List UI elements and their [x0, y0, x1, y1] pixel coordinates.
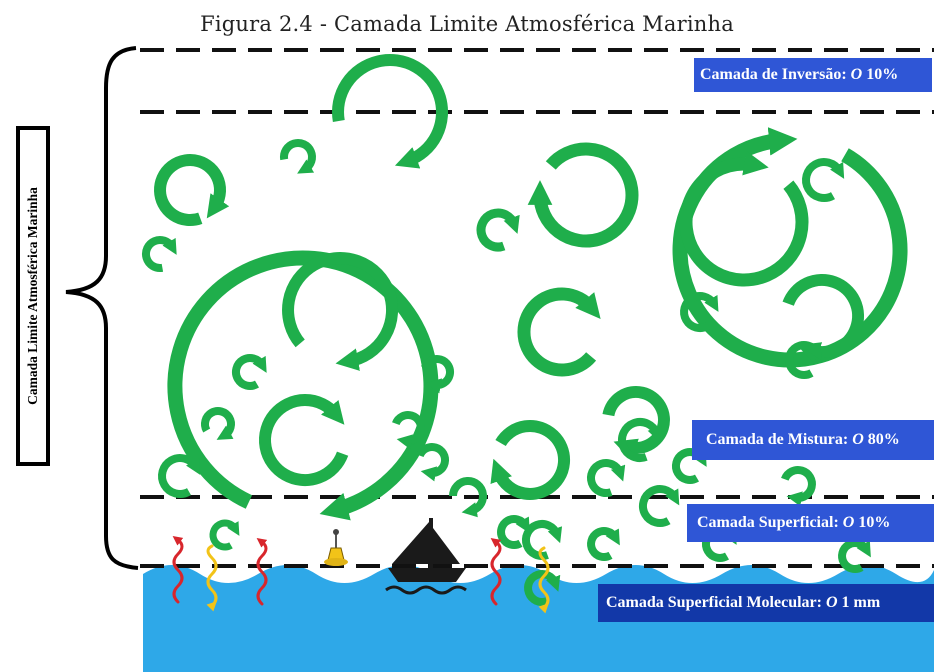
turbulent-eddy-icon [679, 151, 809, 287]
turbulent-eddy-icon [209, 519, 240, 551]
boundary-layer-brace [65, 46, 139, 570]
heat-flux-arrow-icon [206, 544, 218, 612]
mixing-layer-value: 80% [867, 431, 900, 448]
turbulent-eddy-icon [476, 208, 520, 252]
mixing-layer-label: Camada de Mistura: O 80% [692, 420, 934, 460]
sailboat-icon [385, 518, 467, 595]
side-label-box: Camada Limite Atmosférica Marinha [16, 126, 50, 466]
heat-flux-arrows [172, 535, 550, 614]
surface-layer-name: Camada Superficial: [697, 514, 839, 531]
molecular-layer-name: Camada Superficial Molecular: [606, 594, 822, 611]
heat-flux-arrow-icon [490, 537, 502, 606]
turbulent-eddy-icon [158, 454, 201, 498]
molecular-layer-label: Camada Superficial Molecular: O 1 mm [598, 584, 934, 622]
turbulent-eddy-icon [680, 292, 719, 332]
turbulent-eddy-icon [421, 355, 454, 394]
turbulent-eddy-icon [416, 443, 449, 482]
inversion-layer-value: 10% [866, 66, 899, 83]
turbulent-eddy-icon [782, 273, 865, 364]
turbulent-eddy-icon [332, 54, 449, 169]
molecular-layer-order: O [825, 594, 838, 611]
molecular-layer-value: 1 mm [841, 594, 881, 611]
turbulent-eddy-icon [392, 411, 425, 450]
mixing-layer-order: O [852, 431, 864, 448]
figure-title: Figura 2.4 - Camada Limite Atmosférica M… [200, 12, 734, 36]
turbulent-eddy-icon [282, 251, 399, 371]
turbulent-eddy-icon [231, 354, 267, 390]
turbulent-eddy-icon [497, 515, 530, 549]
surface-layer-order: O [842, 514, 855, 531]
inversion-layer-name: Camada de Inversão: [700, 66, 847, 83]
turbulent-eddy-icon [449, 477, 487, 518]
turbulent-eddy-icon [527, 142, 639, 248]
turbulent-eddy-icon [618, 418, 662, 462]
turbulent-eddy-icon [785, 341, 822, 379]
turbulent-eddy-icon [259, 394, 349, 487]
surface-layer-value: 10% [858, 514, 891, 531]
inversion-layer-label: Camada de Inversão: O 10% [694, 58, 932, 92]
buoy-icon [324, 529, 348, 566]
turbulent-eddy-icon [781, 466, 816, 507]
turbulent-eddy-icon [587, 527, 620, 561]
turbulent-eddy-icon [838, 539, 871, 573]
heat-flux-arrow-icon [256, 537, 268, 606]
turbulent-eddy-icon [602, 386, 670, 461]
mixing-layer-name: Camada de Mistura: [706, 431, 849, 448]
heat-flux-arrow-icon [538, 546, 550, 614]
turbulent-eddy-icon [639, 485, 680, 527]
surface-layer-label: Camada Superficial: O 10% [687, 504, 934, 542]
turbulent-eddy-icon [517, 287, 601, 377]
turbulent-eddy-icon [280, 139, 316, 174]
side-label: Camada Limite Atmosférica Marinha [25, 187, 40, 405]
turbulent-eddy-icon [142, 236, 177, 272]
turbulent-eddy-icon [524, 570, 561, 606]
turbulent-eddy-icon [490, 420, 571, 500]
turbulent-eddy-icon [201, 407, 235, 440]
turbulent-eddy-icon [154, 154, 230, 226]
inversion-layer-order: O [850, 66, 863, 83]
turbulent-eddy-icon [587, 459, 626, 497]
turbulent-eddy-icon [802, 158, 845, 202]
heat-flux-arrow-icon [172, 535, 184, 604]
